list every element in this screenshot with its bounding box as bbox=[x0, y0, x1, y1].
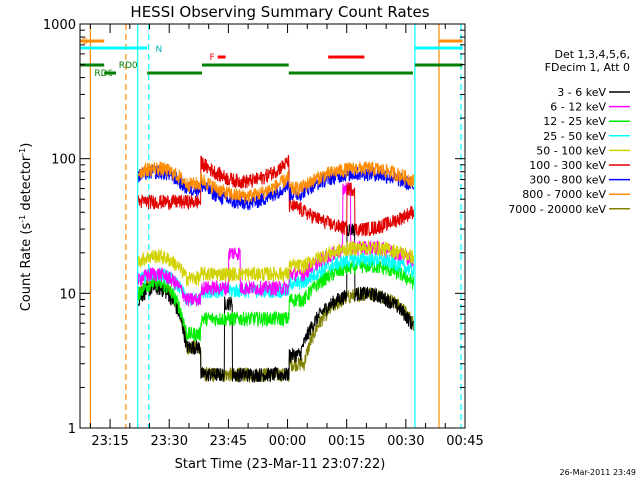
legend-label-8: 800 - 7000 keV bbox=[522, 188, 606, 201]
legend-label-9: 7000 - 20000 keV bbox=[508, 203, 606, 216]
series-line-8 bbox=[138, 161, 415, 204]
legend-label-1: 3 - 6 keV bbox=[557, 86, 606, 99]
legend: Det 1,3,4,5,6,FDecim 1, Att 0 3 - 6 keV 6 … bbox=[508, 48, 630, 216]
plot-area: S N F RD0 RD6 1 10 100 1000 23:15 23:30 23:45 00:00 0… bbox=[43, 18, 484, 449]
flag-label-night: N bbox=[155, 45, 162, 55]
legend-label-7: 300 - 800 keV bbox=[529, 174, 606, 187]
legend-label-6: 100 - 300 keV bbox=[529, 159, 606, 172]
series-line-1 bbox=[138, 223, 415, 383]
series-line-3 bbox=[138, 259, 415, 342]
series-line-6 bbox=[138, 154, 415, 237]
x-tick-label: 23:30 bbox=[151, 434, 188, 449]
y-tick-label: 1 bbox=[68, 422, 76, 437]
y-tick-label: 10 bbox=[59, 287, 76, 302]
y-axis-label: Count Rate (s-1 detector-1) bbox=[18, 143, 34, 312]
x-tick-label: 00:45 bbox=[446, 434, 483, 449]
series-line-7 bbox=[138, 164, 415, 211]
x-tick-label: 00:30 bbox=[387, 434, 424, 449]
flag-label-flare: F bbox=[209, 53, 214, 63]
legend-header-line-2: FDecim 1, Att 0 bbox=[545, 61, 630, 74]
series-line-5 bbox=[138, 240, 415, 288]
y-axis-label-mid: detector bbox=[19, 155, 34, 215]
x-tick-label: 23:45 bbox=[210, 434, 247, 449]
y-axis-label-sup1: -1 bbox=[18, 215, 27, 223]
chart-title: HESSI Observing Summary Count Rates bbox=[130, 3, 429, 21]
flag-label-saa: S bbox=[82, 37, 88, 47]
x-axis-label: Start Time (23-Mar-11 23:07:22) bbox=[175, 457, 386, 472]
flag-label-rd0: RD0 bbox=[119, 61, 138, 71]
x-tick-label: 00:15 bbox=[328, 434, 365, 449]
legend-label-4: 25 - 50 keV bbox=[543, 130, 606, 143]
y-axis-label-sup2: -1 bbox=[18, 148, 27, 156]
legend-label-5: 50 - 100 keV bbox=[536, 144, 606, 157]
y-axis-label-end: ) bbox=[19, 143, 34, 148]
x-tick-label: 23:15 bbox=[91, 434, 128, 449]
legend-label-3: 12 - 25 keV bbox=[543, 115, 606, 128]
x-tick-label: 00:00 bbox=[269, 434, 306, 449]
y-axis-label-main: Count Rate (s bbox=[19, 223, 34, 312]
timestamp: 26-Mar-2011 23:49 bbox=[560, 468, 637, 477]
y-tick-label: 1000 bbox=[43, 18, 76, 33]
legend-label-2: 6 - 12 keV bbox=[550, 101, 606, 114]
y-tick-label: 100 bbox=[51, 153, 76, 168]
legend-header-line-1: Det 1,3,4,5,6, bbox=[554, 48, 630, 61]
flag-label-rd6: RD6 bbox=[94, 69, 113, 79]
plot-frame bbox=[79, 23, 466, 429]
